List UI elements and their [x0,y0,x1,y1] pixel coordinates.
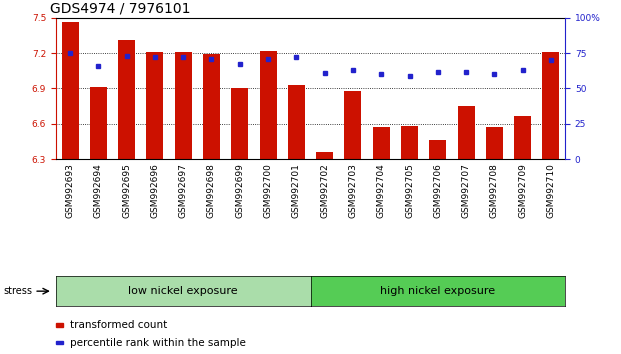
Text: GSM992697: GSM992697 [179,163,188,218]
Bar [514,116,531,159]
Text: GSM992709: GSM992709 [518,163,527,218]
Bar [260,51,276,159]
Text: GSM992707: GSM992707 [461,163,471,218]
Bar [429,141,446,159]
Bar [401,126,418,159]
Bar [543,52,560,159]
Text: GDS4974 / 7976101: GDS4974 / 7976101 [50,2,190,16]
Bar [486,127,503,159]
Text: GSM992706: GSM992706 [433,163,442,218]
Text: GSM992700: GSM992700 [263,163,273,218]
Text: transformed count: transformed count [70,320,167,331]
Bar [373,127,390,159]
Text: percentile rank within the sample: percentile rank within the sample [70,338,245,348]
Bar [203,54,220,159]
Bar [147,52,163,159]
Text: GSM992699: GSM992699 [235,163,244,218]
Text: high nickel exposure: high nickel exposure [380,286,496,296]
Text: stress: stress [3,286,32,296]
Text: GSM992705: GSM992705 [405,163,414,218]
Bar [175,52,192,159]
Text: GSM992704: GSM992704 [377,163,386,218]
Bar [345,91,361,159]
Bar [90,87,107,159]
Bar [316,152,333,159]
Text: low nickel exposure: low nickel exposure [129,286,238,296]
Bar [118,40,135,159]
Bar [458,106,474,159]
Text: GSM992698: GSM992698 [207,163,216,218]
Bar [288,85,305,159]
Text: GSM992693: GSM992693 [66,163,75,218]
Bar [61,22,78,159]
Text: GSM992702: GSM992702 [320,163,329,218]
Text: GSM992710: GSM992710 [546,163,555,218]
Text: GSM992701: GSM992701 [292,163,301,218]
Text: GSM992694: GSM992694 [94,163,103,218]
Text: GSM992695: GSM992695 [122,163,131,218]
Bar [231,88,248,159]
Text: GSM992703: GSM992703 [348,163,358,218]
Text: GSM992696: GSM992696 [150,163,160,218]
Text: GSM992708: GSM992708 [490,163,499,218]
